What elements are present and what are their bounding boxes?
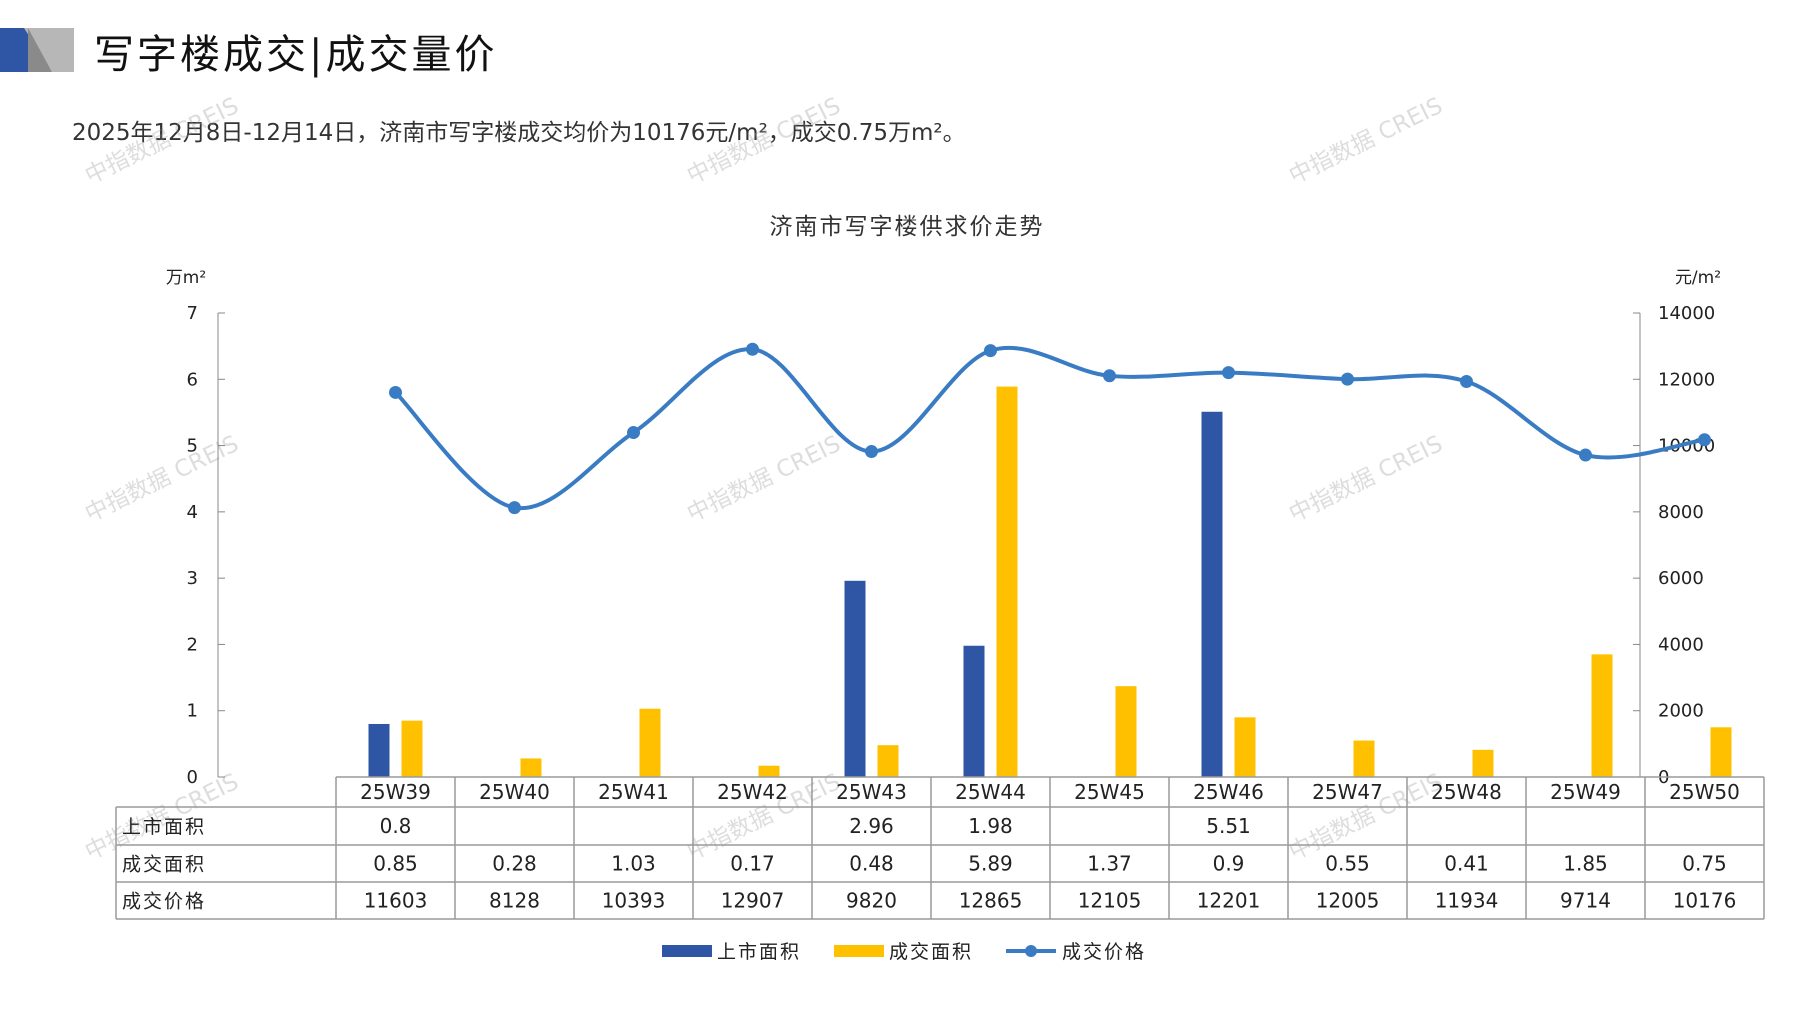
right-tick-label: 2000	[1658, 701, 1704, 722]
deal-price-point	[1460, 374, 1473, 388]
left-tick-label: 5	[187, 436, 198, 457]
listed-area-bar	[844, 580, 866, 777]
deal-price-line	[394, 345, 1705, 511]
legend-label-listed: 上市面积	[717, 941, 801, 963]
deal-price-value: 8128	[489, 889, 540, 913]
deal-area-value: 1.03	[611, 852, 656, 876]
deal-price-value: 12105	[1078, 889, 1142, 913]
deal-price-value: 9714	[1560, 889, 1611, 913]
category-label: 25W41	[598, 780, 669, 804]
category-label: 25W50	[1669, 780, 1740, 804]
deal-area-bar	[1710, 727, 1732, 777]
legend-swatch-listed	[662, 945, 712, 957]
category-label: 25W39	[360, 780, 431, 804]
deal-area-bar	[1353, 740, 1375, 777]
deal-area-bar	[639, 708, 661, 777]
right-axis-unit: 元/m²	[1675, 268, 1721, 288]
deal-price-point	[865, 445, 878, 459]
category-label: 25W43	[836, 780, 907, 804]
category-label: 25W48	[1431, 780, 1502, 804]
deal-area-value: 1.85	[1563, 852, 1608, 876]
right-tick-label: 12000	[1658, 369, 1715, 390]
deal-price-point	[1579, 448, 1592, 462]
deal-area-value: 0.17	[730, 852, 775, 876]
category-label: 25W46	[1193, 780, 1264, 804]
right-tick-label: 8000	[1658, 502, 1704, 523]
page-subtitle: 2025年12月8日-12月14日，济南市写字楼成交均价为10176元/m²，成…	[72, 120, 966, 146]
deal-price-value: 10393	[602, 889, 666, 913]
left-axis-unit: 万m²	[166, 268, 206, 288]
table-row-label: 成交面积	[122, 854, 206, 876]
deal-price-point	[984, 344, 997, 358]
deal-area-value: 0.28	[492, 852, 537, 876]
left-tick-label: 4	[187, 502, 198, 523]
left-tick-label: 6	[187, 369, 198, 390]
deal-area-bar	[1115, 686, 1137, 777]
deal-price-value: 9820	[846, 889, 897, 913]
deal-price-value: 11934	[1435, 889, 1499, 913]
deal-area-bar	[520, 758, 542, 777]
deal-price-point	[389, 385, 402, 399]
listed-area-bar	[1201, 411, 1223, 777]
table-row-label: 上市面积	[122, 816, 206, 838]
deal-price-value: 12865	[959, 889, 1023, 913]
listed-area-bar	[368, 723, 390, 777]
deal-price-point	[627, 426, 640, 440]
deal-price-point	[1341, 372, 1354, 386]
deal-area-value: 0.9	[1213, 852, 1245, 876]
category-label: 25W47	[1312, 780, 1383, 804]
deal-area-bar	[401, 720, 423, 777]
deal-area-bar	[877, 745, 899, 777]
right-tick-label: 6000	[1658, 568, 1704, 589]
listed-area-value: 0.8	[380, 814, 412, 838]
deal-price-point	[508, 501, 521, 515]
deal-area-value: 0.41	[1444, 852, 1489, 876]
left-tick-label: 0	[187, 767, 198, 788]
deal-price-value: 10176	[1673, 889, 1737, 913]
deal-area-value: 1.37	[1087, 852, 1132, 876]
deal-price-value: 12907	[721, 889, 785, 913]
deal-price-point	[1103, 369, 1116, 383]
deal-area-value: 0.75	[1682, 852, 1727, 876]
deal-price-point	[746, 342, 759, 356]
deal-area-value: 0.85	[373, 852, 418, 876]
legend-label-deal-price: 成交价格	[1062, 941, 1146, 963]
listed-area-value: 2.96	[849, 814, 894, 838]
deal-price-point	[1222, 366, 1235, 380]
deal-price-value: 12201	[1197, 889, 1261, 913]
deal-area-bar	[1472, 749, 1494, 777]
deal-area-value: 0.48	[849, 852, 894, 876]
deal-area-bar	[758, 765, 780, 777]
deal-area-value: 0.55	[1325, 852, 1370, 876]
listed-area-bar	[963, 645, 985, 777]
listed-area-value: 5.51	[1206, 814, 1251, 838]
left-tick-label: 3	[187, 568, 198, 589]
legend-label-deal-area: 成交面积	[889, 941, 973, 963]
legend-swatch-deal-area	[834, 945, 884, 957]
right-tick-label: 4000	[1658, 634, 1704, 655]
table-row-label: 成交价格	[122, 891, 206, 913]
brand-logo	[0, 28, 74, 72]
deal-area-bar	[996, 386, 1018, 777]
deal-area-bar	[1591, 654, 1613, 777]
page-title: 写字楼成交|成交量价	[94, 32, 498, 78]
left-tick-label: 7	[187, 303, 198, 324]
legend-marker-deal-price	[1025, 945, 1037, 957]
deal-price-value: 12005	[1316, 889, 1380, 913]
right-tick-label: 14000	[1658, 303, 1715, 324]
category-label: 25W42	[717, 780, 788, 804]
deal-area-value: 5.89	[968, 852, 1013, 876]
left-tick-label: 1	[187, 701, 198, 722]
category-label: 25W40	[479, 780, 550, 804]
left-tick-label: 2	[187, 634, 198, 655]
listed-area-value: 1.98	[968, 814, 1013, 838]
category-label: 25W44	[955, 780, 1026, 804]
category-label: 25W49	[1550, 780, 1621, 804]
deal-price-value: 11603	[364, 889, 428, 913]
category-label: 25W45	[1074, 780, 1145, 804]
chart-title: 济南市写字楼供求价走势	[770, 214, 1045, 240]
deal-price-point	[1698, 433, 1711, 447]
deal-area-bar	[1234, 717, 1256, 777]
